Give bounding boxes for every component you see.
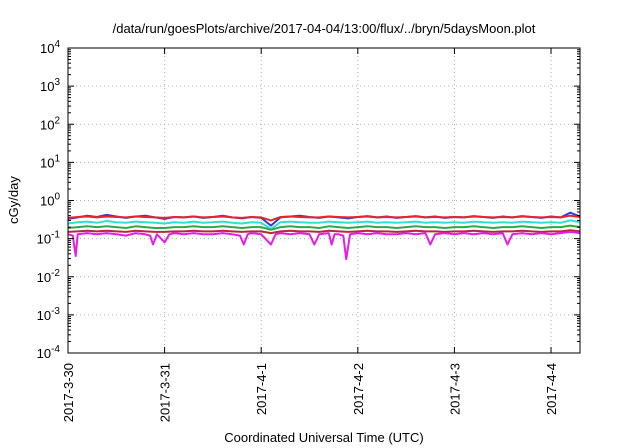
y-tick-label: 10-3 xyxy=(37,306,61,323)
y-tick-label: 100 xyxy=(40,192,60,209)
series-line xyxy=(67,229,581,235)
series-line xyxy=(67,224,581,231)
y-tick-label: 10-4 xyxy=(37,344,61,361)
x-axis-label: Coordinated Universal Time (UTC) xyxy=(224,430,423,445)
y-tick-label: 103 xyxy=(40,77,60,94)
grid-lines xyxy=(67,48,580,353)
plot-frame xyxy=(67,47,581,354)
y-tick-label: 10-2 xyxy=(37,268,61,285)
series-line xyxy=(67,211,581,227)
y-axis-label: cGy/day xyxy=(6,176,21,224)
x-tick-label: 2017-3-31 xyxy=(158,363,173,422)
y-tick-label: 101 xyxy=(40,153,60,170)
x-tick-label: 2017-3-30 xyxy=(61,363,76,422)
y-tick-label: 102 xyxy=(40,115,60,132)
y-tick-label: 104 xyxy=(40,39,60,56)
y-tick-label: 10-1 xyxy=(37,230,61,247)
x-tick-label: 2017-4-1 xyxy=(254,363,269,415)
series-group xyxy=(67,211,581,261)
series-line xyxy=(67,230,581,261)
x-tick-label: 2017-4-3 xyxy=(447,363,462,415)
series-line xyxy=(67,214,581,222)
x-tick-label: 2017-4-4 xyxy=(544,363,559,415)
series-line xyxy=(67,219,581,230)
axes: 10-4 10-3 10-2 10-1 100 101 102 103 104 2017-3-30… xyxy=(37,39,581,422)
x-tick-label: 2017-4-2 xyxy=(351,363,366,415)
chart-title: /data/run/goesPlots/archive/2017-04-04/1… xyxy=(113,21,536,36)
